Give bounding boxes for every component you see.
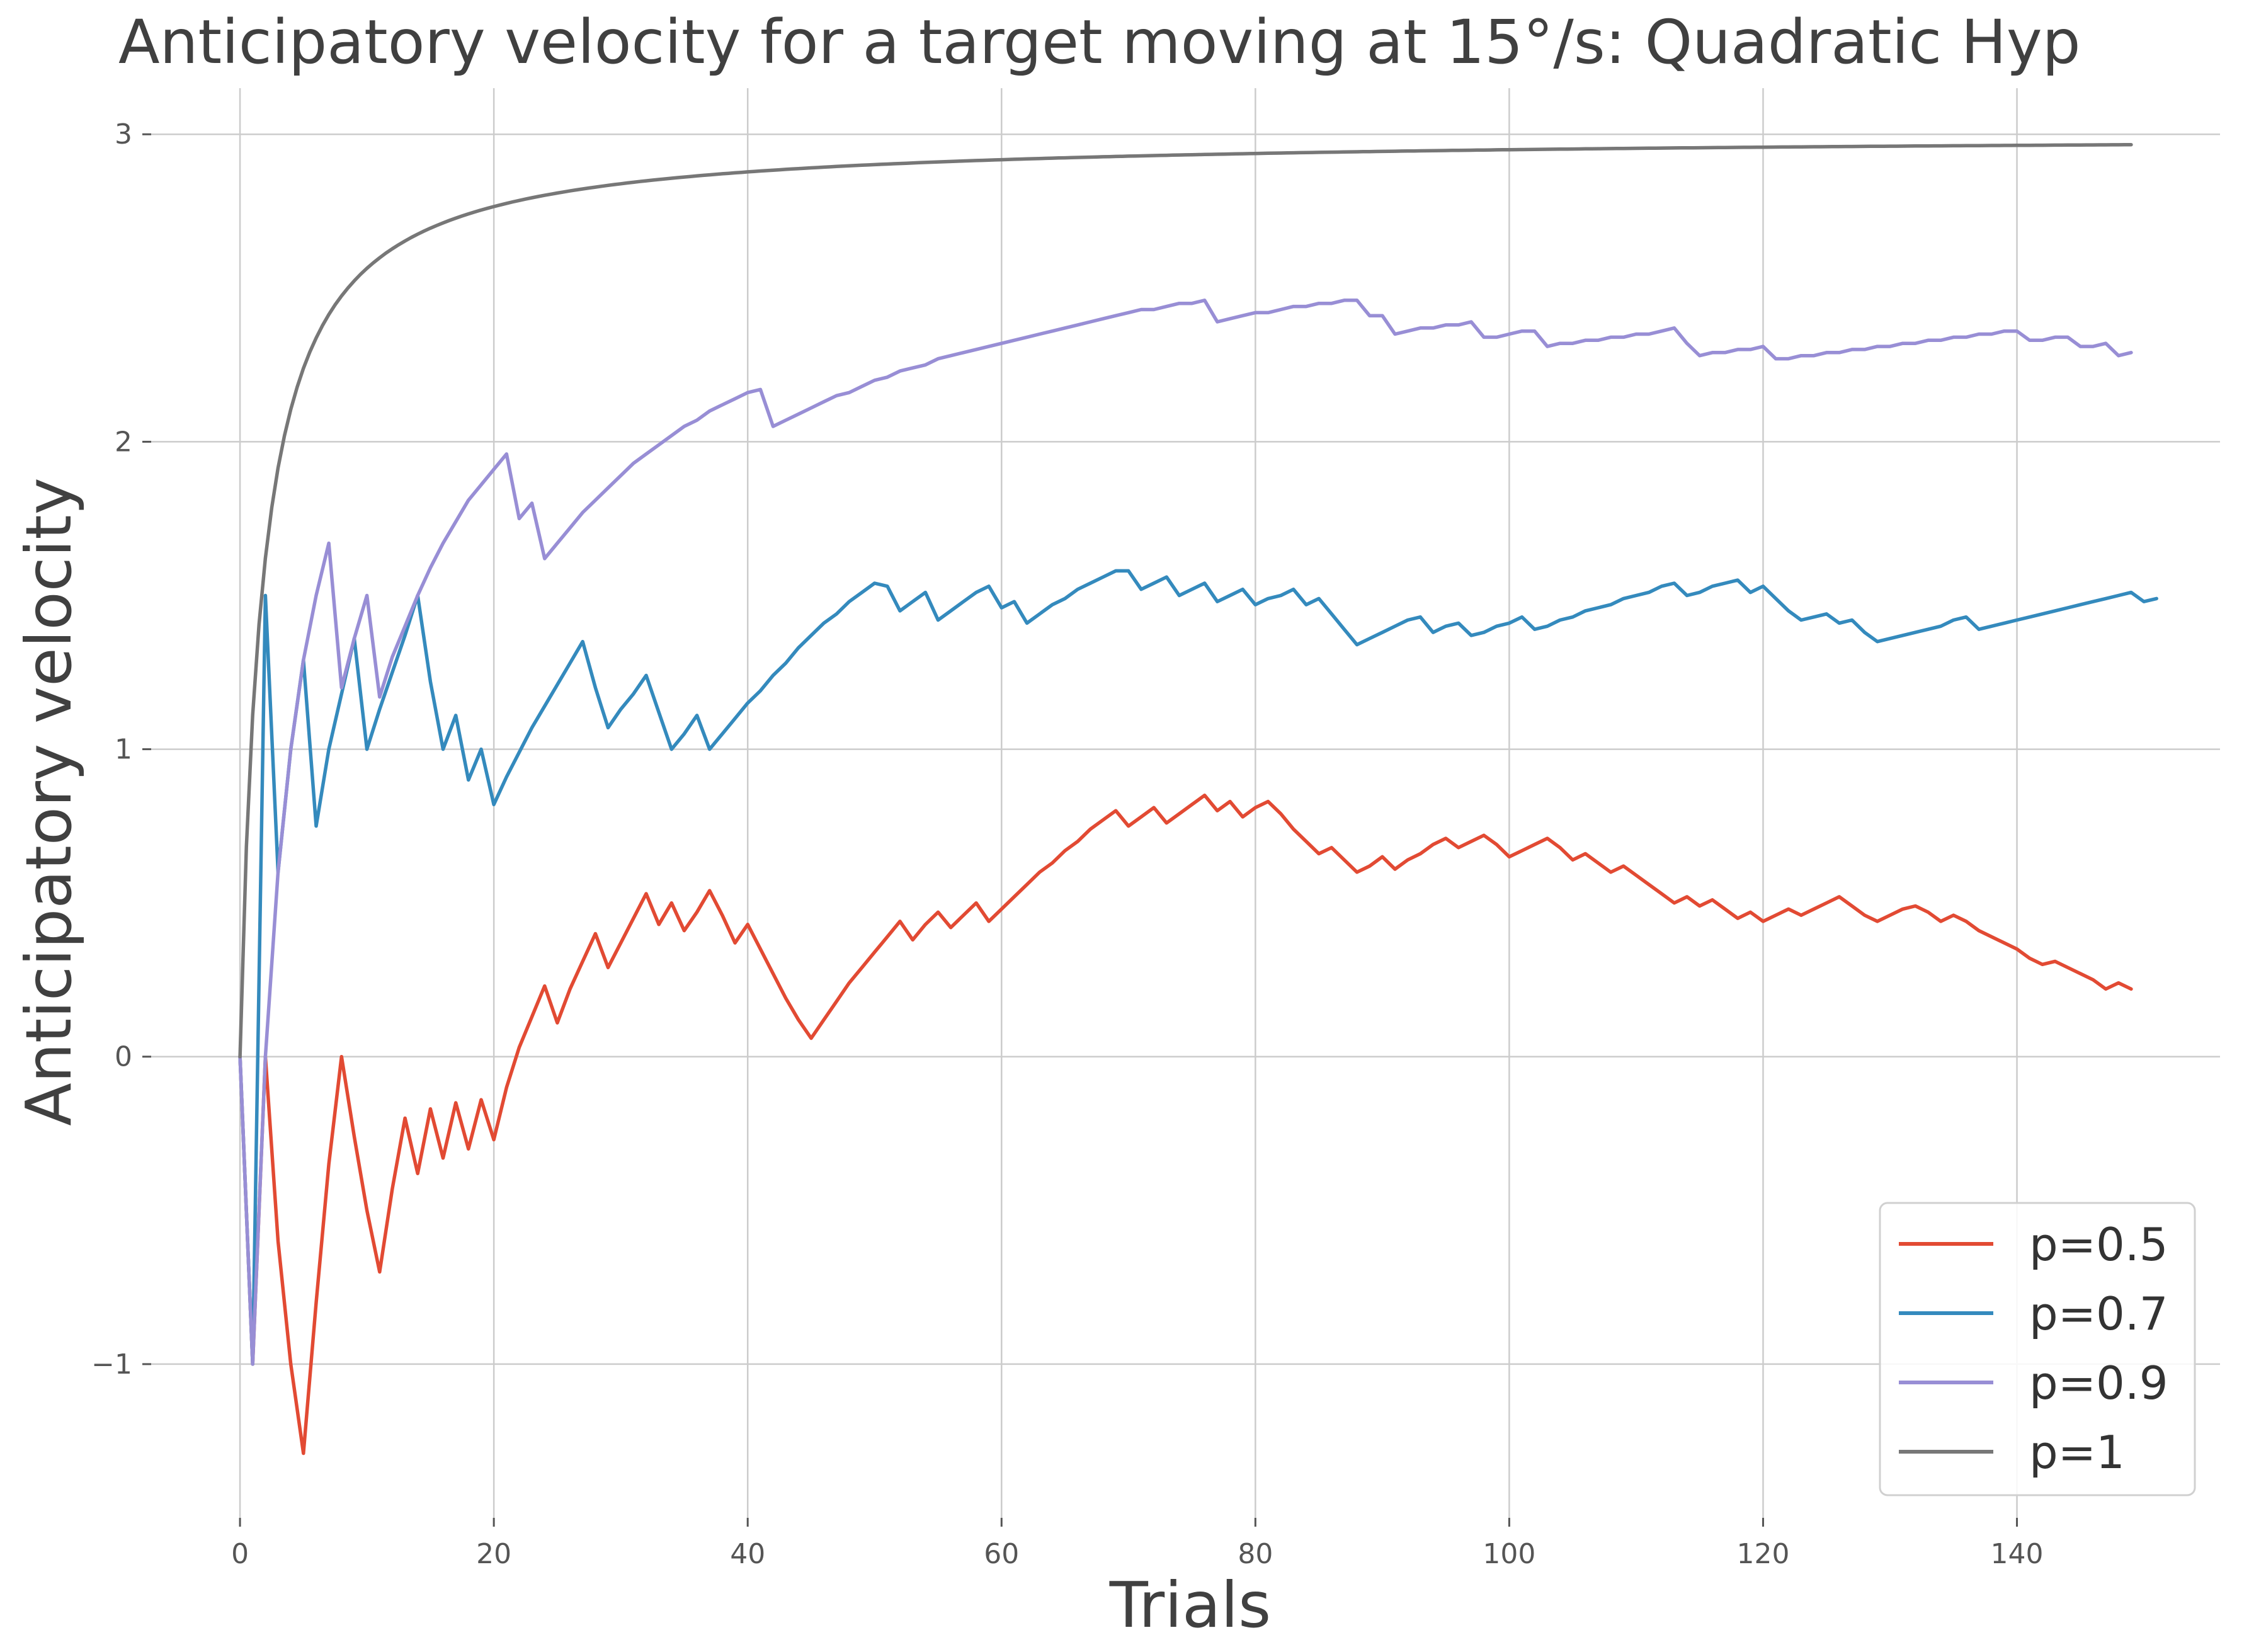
series-line-p-1 <box>238 142 2133 1059</box>
y-ticks: −1 0 1 2 3 <box>91 118 151 1381</box>
x-tick-label: 80 <box>1238 1538 1273 1570</box>
legend-box <box>1879 1202 2196 1496</box>
x-tick-label: 140 <box>1991 1538 2044 1570</box>
y-axis-label: Anticipatory velocity <box>12 477 86 1126</box>
legend-label: p=0.5 <box>2029 1218 2168 1271</box>
series-lines <box>238 142 2158 1455</box>
x-tick-label: 60 <box>984 1538 1019 1570</box>
series-line-p-0-7 <box>238 569 2158 1366</box>
x-tick-label: 120 <box>1736 1538 1789 1570</box>
chart-title: Anticipatory velocity for a target movin… <box>118 7 2081 77</box>
x-tick-label: 40 <box>730 1538 765 1570</box>
legend-label: p=0.7 <box>2029 1287 2168 1340</box>
legend-label: p=0.9 <box>2029 1357 2168 1410</box>
x-ticks: 0 20 40 60 80 100 120 140 <box>231 1518 2044 1570</box>
y-tick-label: −1 <box>91 1348 132 1381</box>
y-tick-label: 2 <box>115 426 132 458</box>
series-line-p-0-9 <box>238 299 2133 1366</box>
y-tick-label: 0 <box>115 1041 132 1073</box>
x-tick-label: 0 <box>231 1538 249 1570</box>
legend-label: p=1 <box>2029 1426 2125 1479</box>
x-axis-label: Trials <box>1109 1568 1271 1642</box>
x-tick-label: 20 <box>476 1538 511 1570</box>
legend: p=0.5 p=0.7 p=0.9 p=1 <box>1879 1202 2196 1496</box>
series-line-p-0-5 <box>238 794 2133 1455</box>
y-tick-label: 3 <box>115 118 132 151</box>
x-tick-label: 100 <box>1483 1538 1535 1570</box>
y-tick-label: 1 <box>115 734 132 766</box>
